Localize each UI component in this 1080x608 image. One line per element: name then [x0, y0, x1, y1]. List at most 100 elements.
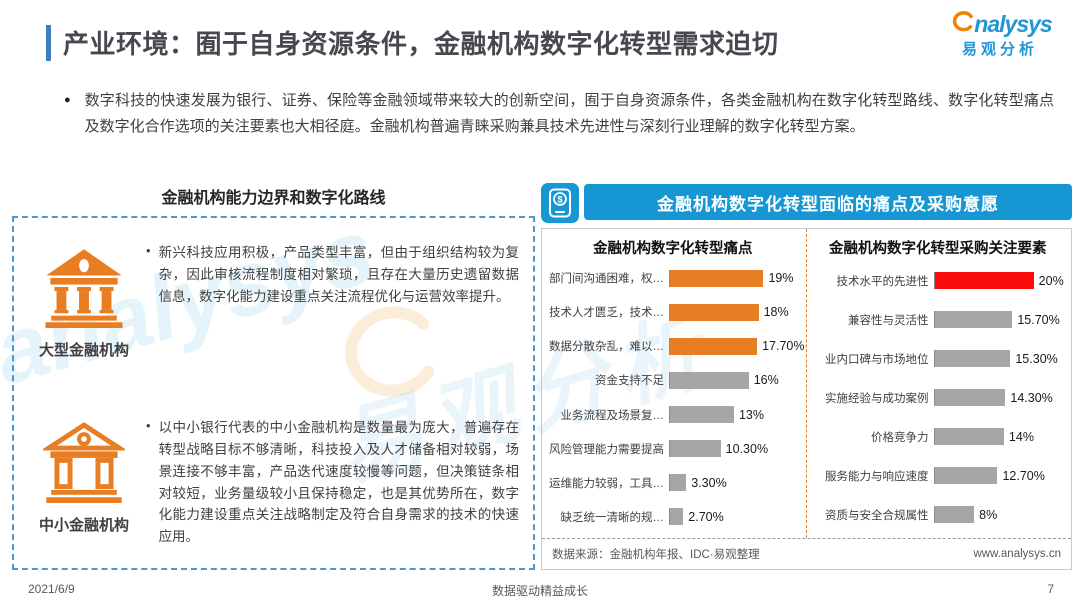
data-source-note: 数据来源：金融机构年报、IDC·易观整理 — [552, 549, 760, 561]
website-link[interactable]: www.analysys.cn — [973, 548, 1061, 560]
bar-category-label: 运维能力较弱，工具… — [549, 477, 664, 490]
bar-zone: 13% — [669, 406, 800, 424]
bar-category-label: 技术水平的先进性 — [836, 275, 929, 288]
bullet-icon: • — [146, 243, 151, 258]
bar-zone: 12.70% — [933, 467, 1066, 484]
bar-category-label: 部门间沟通困难，权… — [549, 273, 664, 286]
bar-category-label: 服务能力与响应速度 — [825, 470, 929, 483]
bar — [670, 303, 759, 321]
institution-text: 以中小银行代表的中小金融机构是数量最为庞大，普遍存在转型战略目标不够清晰，科技投… — [158, 420, 519, 545]
institution-row-small: 中小金融机构 • 以中小银行代表的中小金融机构是数量最为庞大，普遍存在转型战略目… — [14, 393, 533, 568]
bar-zone: 17.70% — [669, 337, 805, 355]
chart-bars: 部门间沟通困难，权… 19% 技术人才匮乏，技术… 18% 数据分散杂乱，难以… 17.7… — [546, 261, 805, 534]
logo-cn-text: 易观分析 — [961, 41, 1038, 58]
institution-row-large: 大型金融机构 • 新兴科技应用积极，产品类型丰富，但由于组织结构较为复杂，因此审… — [14, 218, 533, 393]
brand-watermark-swirl-icon — [345, 306, 435, 397]
footer-date: 2021/6/9 — [28, 582, 75, 596]
bar-value-label: 14% — [1008, 429, 1034, 444]
bar-zone: 18% — [669, 303, 800, 321]
analysys-logo: nalysys 易观分析 — [936, 8, 1064, 59]
bank-small-icon — [40, 422, 128, 503]
chart-title: 金融机构数字化转型采购关注要素 — [829, 241, 1047, 257]
bar — [670, 440, 721, 458]
page-title: 产业环境：囿于自身资源条件，金融机构数字化转型需求迫切 — [63, 29, 779, 59]
bar-value-label: 13% — [738, 407, 764, 422]
bar-zone: 20% — [933, 272, 1066, 289]
bar — [934, 272, 1034, 289]
bar-category-label: 业内口碑与市场地位 — [825, 353, 929, 366]
bar-category-label: 业务流程及场景复… — [560, 409, 665, 422]
bar-value-label: 3.30% — [691, 475, 727, 490]
charts-row: 金融机构数字化转型痛点 部门间沟通困难，权… 19% 技术人才匮乏，技术… 18% 数据… — [542, 229, 1071, 538]
charts-panel: 金融机构数字化转型痛点 部门间沟通困难，权… 19% 技术人才匮乏，技术… 18% 数据… — [541, 228, 1072, 570]
bar-row: 缺乏统一清晰的规… 2.70% — [546, 508, 800, 526]
bar-category-label: 缺乏统一清晰的规… — [560, 511, 665, 524]
bar-row: 业务流程及场景复… 13% — [546, 406, 800, 424]
bar-row: 资金支持不足 16% — [546, 371, 800, 389]
bar-category-label: 实施经验与成功案例 — [825, 392, 929, 405]
left-panel-title: 金融机构能力边界和数字化路线 — [161, 190, 386, 207]
header: 产业环境：囿于自身资源条件，金融机构数字化转型需求迫切 — [46, 24, 779, 61]
bar-value-label: 14.30% — [1010, 390, 1053, 405]
bar — [670, 337, 758, 355]
institution-text: 新兴科技应用积极，产品类型丰富，但由于组织结构较为复杂，因此审核流程制度相对繁琐… — [158, 245, 519, 304]
chart-bars: 技术水平的先进性 20% 兼容性与灵活性 15.70% 业内口碑与市场地位 15.30% 实… — [811, 261, 1066, 534]
bullet-icon: • — [146, 418, 151, 433]
institution-figure: 中小金融机构 — [28, 407, 140, 568]
bar — [670, 406, 734, 424]
bar — [934, 350, 1011, 367]
bar-category-label: 兼容性与灵活性 — [848, 314, 929, 327]
bar-zone: 3.30% — [669, 474, 800, 492]
bar-row: 服务能力与响应速度 12.70% — [811, 467, 1066, 484]
purchase-factors-chart: 金融机构数字化转型采购关注要素 技术水平的先进性 20% 兼容性与灵活性 15.70%… — [807, 229, 1072, 538]
bar-row: 数据分散杂乱，难以… 17.70% — [546, 337, 805, 355]
bar-row: 兼容性与灵活性 15.70% — [811, 311, 1066, 328]
bar-value-label: 18% — [763, 305, 789, 320]
bar — [670, 508, 684, 526]
bar-zone: 15.30% — [933, 350, 1066, 367]
bar — [934, 467, 998, 484]
bar-category-label: 数据分散杂乱，难以… — [549, 341, 664, 354]
bar-row: 价格竞争力 14% — [811, 428, 1066, 445]
bar-zone: 10.30% — [669, 440, 800, 458]
chart-footer: 数据来源：金融机构年报、IDC·易观整理 www.analysys.cn — [542, 538, 1071, 569]
institution-description: • 以中小银行代表的中小金融机构是数量最为庞大，普遍存在转型战略目标不够清晰，科… — [140, 407, 523, 568]
bullet-icon: ● — [64, 94, 71, 106]
mobile-payment-icon: $ — [541, 183, 579, 223]
bar-row: 运维能力较弱，工具… 3.30% — [546, 474, 800, 492]
bar-row: 资质与安全合规属性 8% — [811, 506, 1066, 523]
title-accent-bar — [46, 24, 51, 61]
bar-value-label: 17.70% — [762, 339, 805, 354]
institution-label: 大型金融机构 — [38, 342, 129, 359]
intro-text: 数字科技的快速发展为银行、证券、保险等金融领域带来较大的创新空间，囿于自身资源条… — [84, 92, 1054, 136]
logo-brand-text: nalysys — [974, 11, 1052, 37]
bar-value-label: 20% — [1038, 273, 1064, 288]
bar-zone: 19% — [669, 269, 800, 287]
logo-wordmark: nalysys — [936, 8, 1064, 36]
right-panel-title: 金融机构数字化转型面临的痛点及采购意愿 — [584, 184, 1072, 220]
institution-figure: 大型金融机构 — [28, 232, 140, 393]
page-number: 7 — [1047, 582, 1054, 596]
bar-zone: 14% — [933, 428, 1066, 445]
bar — [934, 506, 975, 523]
bar-value-label: 2.70% — [688, 509, 724, 524]
bar-category-label: 风险管理能力需要提高 — [549, 443, 664, 456]
footer-slogan: 数据驱动精益成长 — [491, 584, 588, 598]
bar-zone: 14.30% — [933, 389, 1066, 406]
bar-category-label: 技术人才匮乏，技术… — [549, 307, 664, 320]
bar-category-label: 资质与安全合规属性 — [825, 509, 929, 522]
bar-value-label: 15.70% — [1017, 312, 1060, 327]
bar-row: 业内口碑与市场地位 15.30% — [811, 350, 1066, 367]
bar-value-label: 8% — [979, 507, 998, 522]
capability-panel: 大型金融机构 • 新兴科技应用积极，产品类型丰富，但由于组织结构较为复杂，因此审… — [12, 216, 535, 570]
bar-category-label: 价格竞争力 — [871, 431, 929, 444]
bar — [670, 269, 764, 287]
bar-value-label: 12.70% — [1002, 468, 1045, 483]
logo-swirl-icon — [953, 11, 974, 32]
institution-label: 中小金融机构 — [38, 517, 129, 534]
institution-description: • 新兴科技应用积极，产品类型丰富，但由于组织结构较为复杂，因此审核流程制度相对… — [140, 232, 523, 393]
right-panel-header: $ 金融机构数字化转型面临的痛点及采购意愿 — [541, 183, 1072, 223]
bar — [934, 389, 1006, 406]
bar-row: 部门间沟通困难，权… 19% — [546, 269, 800, 287]
